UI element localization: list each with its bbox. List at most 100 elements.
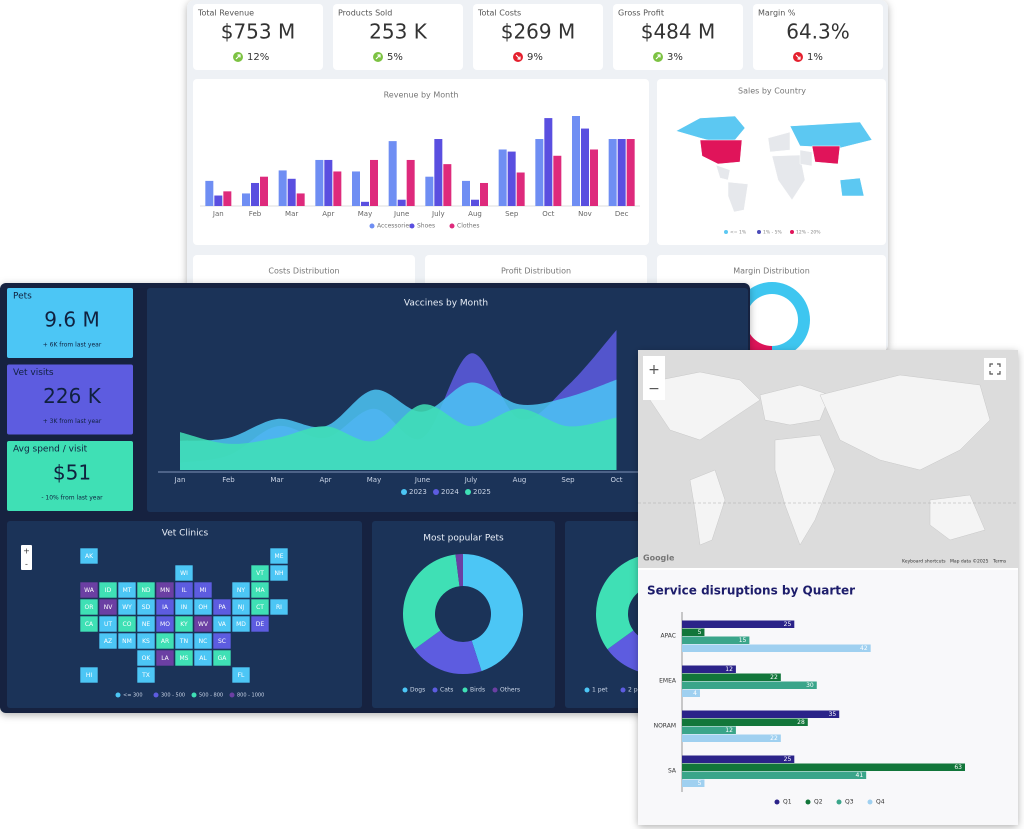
state-label: ID <box>105 587 112 594</box>
kpi-value: 64.3% <box>786 20 850 44</box>
state <box>174 581 194 599</box>
state <box>117 632 137 650</box>
state <box>79 615 99 633</box>
kpi-label: Products Sold <box>338 9 392 18</box>
legend-label: Clothes <box>457 223 480 230</box>
kpi-label: Vet visits <box>13 368 54 378</box>
state <box>212 632 232 650</box>
state-label: RI <box>276 604 282 611</box>
bar <box>682 665 736 673</box>
donut-slice <box>463 554 524 672</box>
bar <box>223 191 232 206</box>
state <box>193 649 213 667</box>
state-label: OH <box>198 604 207 611</box>
data-label: 15 <box>739 637 747 644</box>
state <box>136 649 156 667</box>
legend-marker <box>584 687 590 693</box>
state-label: IL <box>181 587 187 594</box>
chart-title: Vaccines by Month <box>404 299 488 309</box>
panel-title: Margin Distribution <box>733 267 810 276</box>
kpi-change: 3% <box>667 52 683 63</box>
state <box>79 598 99 616</box>
bar <box>287 178 296 206</box>
bar <box>516 172 525 206</box>
kpi-value: $484 M <box>641 20 716 44</box>
x-tick-label: July <box>431 210 445 218</box>
bar <box>205 180 214 206</box>
state-label: SC <box>218 638 226 645</box>
data-label: 5 <box>698 780 702 787</box>
bar <box>315 159 324 206</box>
data-label: 5 <box>698 629 702 636</box>
x-tick-label: July <box>464 476 478 484</box>
kpi-label: Total Costs <box>477 9 521 18</box>
kpi-card <box>7 441 133 511</box>
state <box>98 598 118 616</box>
legend-label: 2024 <box>441 488 459 496</box>
legend-marker <box>369 223 375 229</box>
bar <box>278 170 287 206</box>
x-tick-label: Nov <box>578 210 592 218</box>
state <box>136 615 156 633</box>
y-tick-label: EMEA <box>659 678 677 685</box>
state <box>117 581 137 599</box>
bar <box>682 636 750 644</box>
bar <box>682 710 840 718</box>
data-label: 42 <box>860 645 868 652</box>
bar <box>682 734 781 742</box>
legend-marker <box>432 687 438 693</box>
legend-label: Others <box>500 687 520 694</box>
state <box>250 564 270 582</box>
bar <box>434 139 443 206</box>
state <box>193 598 213 616</box>
state <box>174 598 194 616</box>
state-label: WY <box>122 604 132 611</box>
state-label: MN <box>160 587 170 594</box>
legend-marker <box>774 799 780 805</box>
state-label: MI <box>200 587 207 594</box>
legend-marker <box>836 799 842 805</box>
bar <box>682 628 705 636</box>
map-zoom-in[interactable]: + <box>648 362 660 378</box>
kpi-value: $51 <box>53 461 91 485</box>
state-label: SD <box>142 604 151 611</box>
legend-marker <box>449 223 455 229</box>
x-tick-label: June <box>414 476 430 484</box>
area <box>180 404 617 470</box>
legend-marker <box>401 489 407 495</box>
fullscreen-button[interactable] <box>984 358 1006 380</box>
panel <box>193 79 649 245</box>
state <box>155 615 175 633</box>
legend-label: 2023 <box>409 488 427 496</box>
legend-label: 12% - 20% <box>796 230 821 236</box>
panel-title: Costs Distribution <box>268 267 339 276</box>
bar <box>471 199 479 206</box>
state-label: MO <box>160 621 170 628</box>
legend-label: 2 pets <box>628 687 647 694</box>
country-shape <box>839 177 865 197</box>
legend-label: Dogs <box>410 687 425 694</box>
legend-label: Cats <box>440 687 453 694</box>
data-label: 41 <box>856 772 864 779</box>
data-label: 25 <box>784 621 792 628</box>
kpi-value: 253 K <box>369 20 428 44</box>
state-label: GA <box>218 655 228 662</box>
bar <box>260 176 268 206</box>
kpi-change: 12% <box>247 52 269 63</box>
state-label: AK <box>85 553 94 560</box>
y-tick-label: NORAM <box>654 723 676 730</box>
state-label: WI <box>180 570 188 577</box>
bar <box>388 141 397 206</box>
state <box>174 649 194 667</box>
legend-label: 800 - 1000 <box>237 693 264 699</box>
state-label: DE <box>256 621 265 628</box>
state <box>117 598 137 616</box>
state-label: PA <box>218 604 226 611</box>
x-tick-label: Sep <box>561 476 575 484</box>
map-zoom-out[interactable]: − <box>648 381 660 397</box>
zoom-in: + <box>23 547 30 556</box>
state <box>250 615 270 633</box>
legend-marker <box>409 223 415 229</box>
bar <box>333 171 342 206</box>
